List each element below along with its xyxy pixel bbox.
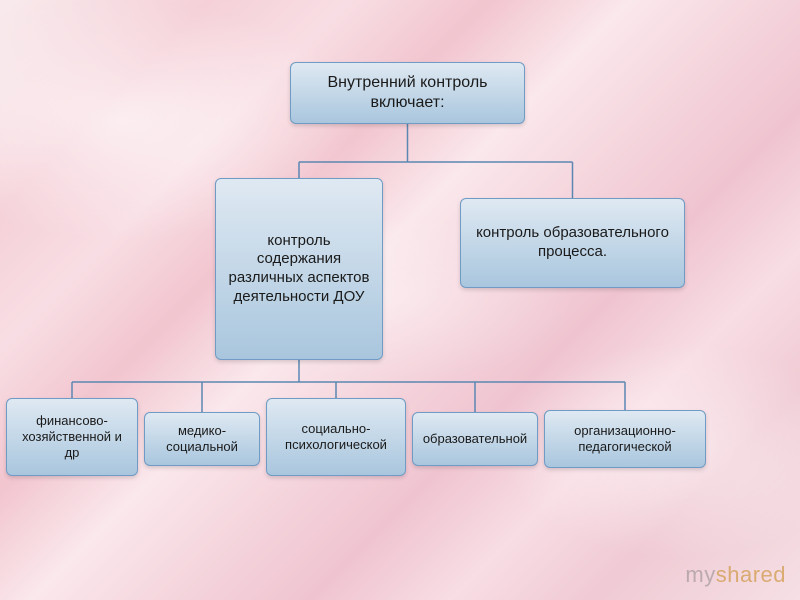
watermark-prefix: my [685,562,715,587]
tree-node-n1: контроль содержания различных аспектов д… [215,178,383,360]
tree-node-c1: финансово-хозяйственной и др [6,398,138,476]
tree-node-root: Внутренний контроль включает: [290,62,525,124]
tree-node-c5: организационно-педагогической [544,410,706,468]
node-label: финансово-хозяйственной и др [15,413,129,462]
node-label: образовательной [423,431,527,447]
tree-node-c2: медико-социальной [144,412,260,466]
node-label: контроль образовательного процесса. [469,224,676,262]
node-label: контроль содержания различных аспектов д… [224,232,374,307]
node-label: Внутренний контроль включает: [299,73,516,113]
tree-node-c3: социально-психологической [266,398,406,476]
tree-node-c4: образовательной [412,412,538,466]
node-label: медико-социальной [153,423,251,456]
tree-node-n2: контроль образовательного процесса. [460,198,685,288]
node-label: социально-психологической [275,421,397,454]
watermark-suffix: shared [716,562,786,587]
node-label: организационно-педагогической [553,423,697,456]
watermark: myshared [685,562,786,588]
